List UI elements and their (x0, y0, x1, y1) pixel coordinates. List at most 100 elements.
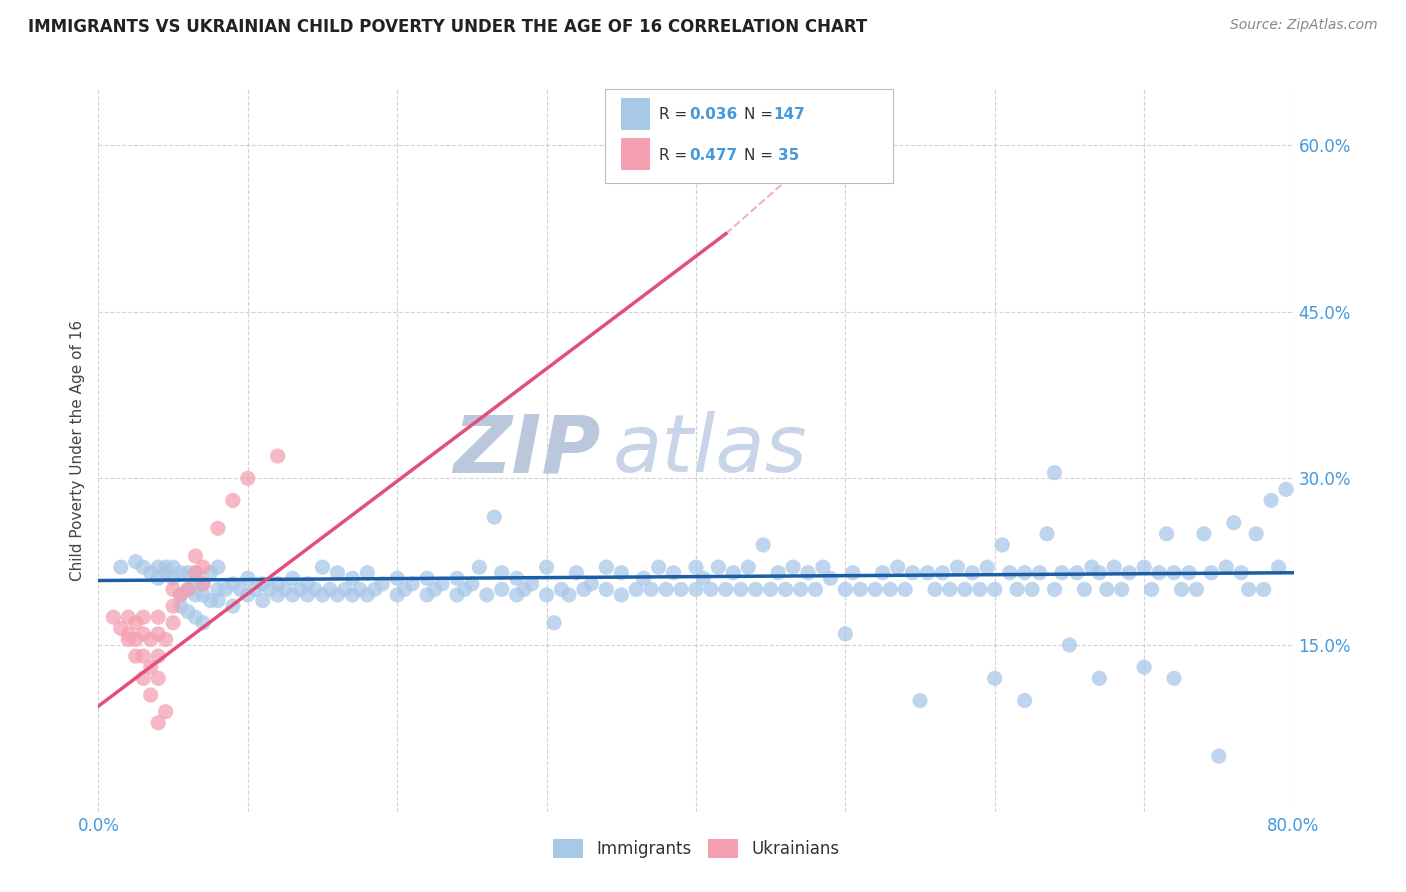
Point (886, 560, 908, 574)
Point (714, 582, 737, 597)
Point (931, 566, 953, 580)
Point (125, 615, 148, 630)
Point (789, 582, 811, 597)
Point (543, 615, 565, 630)
Point (1073, 582, 1095, 597)
Point (342, 571, 364, 585)
Point (1253, 582, 1275, 597)
Point (184, 577, 207, 591)
Point (834, 627, 856, 641)
Point (311, 560, 333, 574)
Point (745, 582, 768, 597)
Point (976, 560, 998, 574)
Point (640, 582, 662, 597)
Point (1014, 566, 1036, 580)
Point (191, 577, 214, 591)
Point (759, 582, 782, 597)
Point (155, 632, 177, 647)
Point (1088, 566, 1111, 580)
Point (506, 588, 529, 602)
Point (184, 566, 207, 580)
Point (1178, 566, 1201, 580)
Point (281, 588, 304, 602)
Point (707, 560, 730, 574)
Point (1156, 526, 1178, 541)
Point (1014, 693, 1036, 707)
Point (214, 582, 236, 597)
Point (326, 588, 349, 602)
Point (908, 693, 931, 707)
Point (1043, 466, 1066, 480)
Point (879, 582, 901, 597)
Point (162, 599, 184, 613)
Point (685, 582, 707, 597)
Point (364, 582, 387, 597)
Point (385, 588, 409, 602)
Point (326, 566, 349, 580)
Point (267, 577, 290, 591)
Point (125, 649, 148, 664)
Point (491, 566, 513, 580)
Text: R =: R = (659, 107, 693, 122)
Point (461, 577, 484, 591)
Point (1192, 526, 1215, 541)
Point (162, 615, 184, 630)
Point (558, 588, 581, 602)
Point (692, 571, 714, 585)
Point (207, 593, 229, 607)
Point (752, 538, 775, 552)
Point (267, 588, 290, 602)
Point (1005, 582, 1028, 597)
Point (148, 715, 170, 730)
Point (191, 615, 214, 630)
Point (132, 671, 155, 685)
Point (730, 582, 752, 597)
Point (155, 705, 177, 719)
Point (1088, 671, 1111, 685)
Point (184, 588, 207, 602)
Point (117, 610, 139, 624)
Point (155, 566, 177, 580)
Point (1208, 749, 1230, 764)
Point (1043, 582, 1066, 597)
Point (304, 582, 326, 597)
Point (811, 560, 834, 574)
Point (513, 582, 536, 597)
Point (297, 577, 319, 591)
Point (184, 566, 207, 580)
Point (319, 582, 342, 597)
Point (662, 566, 685, 580)
Point (200, 593, 222, 607)
Point (1260, 493, 1282, 508)
Point (610, 566, 633, 580)
Point (117, 627, 139, 641)
Point (139, 660, 162, 674)
Point (647, 560, 669, 574)
Point (148, 627, 170, 641)
Point (245, 582, 267, 597)
Point (356, 566, 378, 580)
Point (416, 571, 439, 585)
Text: 35: 35 (778, 148, 799, 162)
Point (446, 588, 468, 602)
Point (148, 649, 170, 664)
Point (953, 582, 976, 597)
Point (491, 582, 513, 597)
Point (1133, 660, 1156, 674)
Point (169, 599, 191, 613)
Point (207, 521, 229, 535)
Point (984, 582, 1007, 597)
Point (207, 582, 229, 597)
Point (1036, 526, 1059, 541)
Point (1163, 566, 1185, 580)
Point (236, 571, 259, 585)
Point (475, 588, 498, 602)
Point (1215, 560, 1237, 574)
Point (1267, 560, 1289, 574)
Point (984, 671, 1007, 685)
Point (139, 688, 162, 702)
Point (1050, 566, 1073, 580)
Text: N =: N = (744, 148, 778, 162)
Point (394, 582, 416, 597)
Point (297, 588, 319, 602)
